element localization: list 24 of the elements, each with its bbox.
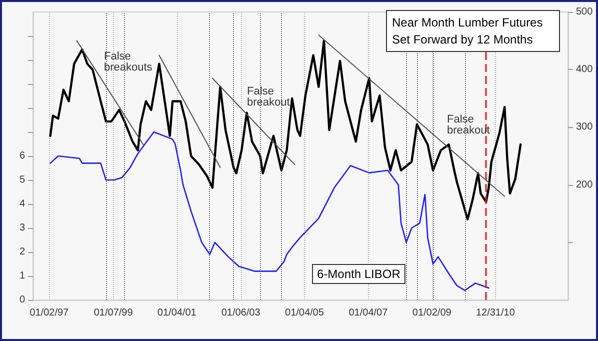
x-tick-label: 01/02/09: [412, 308, 452, 318]
y-tick-label: 6: [19, 150, 26, 162]
x-tick-label: 01/04/01: [157, 308, 197, 318]
x-tick-label: 01/02/97: [30, 308, 70, 318]
x-tick-label: 12/31/10: [476, 308, 516, 318]
annotation: False breakouts: [104, 50, 153, 74]
y-tick-label: 3: [19, 222, 26, 234]
annotation: False breakout: [447, 114, 490, 136]
text: Near Month Lumber Futures Set Forward by 12 Months: [392, 16, 546, 46]
y2-tick-label: 500: [576, 6, 594, 18]
y2-tick-label: 300: [576, 122, 594, 133]
x-tick-label: 01/06/03: [221, 308, 261, 318]
x-tick-label: 01/04/07: [348, 308, 388, 318]
y-tick-label: 5: [19, 174, 26, 186]
y-tick-label: 2: [19, 246, 26, 258]
x-tick-label: 01/04/05: [285, 308, 324, 318]
y2-tick-label: 200: [576, 179, 594, 190]
y-tick-label: 4: [19, 198, 26, 210]
y-tick-label: 0: [19, 294, 26, 306]
y-tick-label: 1: [19, 270, 26, 282]
annotation: False breakout: [247, 86, 290, 108]
text: 6-Month LIBOR: [317, 267, 401, 281]
y2-tick-label: 400: [576, 64, 594, 76]
x-tick-label: 01/07/99: [94, 308, 134, 318]
